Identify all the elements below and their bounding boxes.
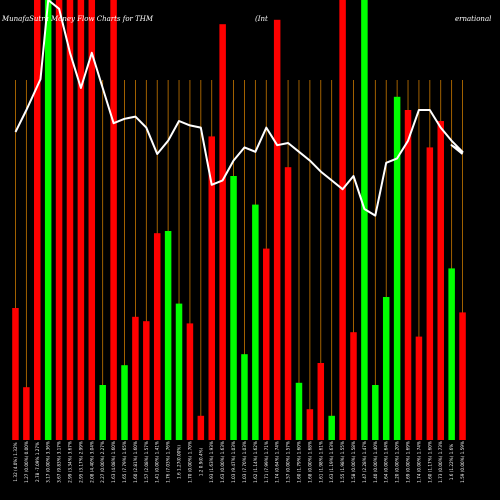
x-tick-label: 1.74 (0.00%) 1.74% (416, 441, 421, 483)
x-tick-label: 1.6 1.27(0.00%) (177, 445, 182, 479)
bar-down (197, 415, 205, 440)
x-tick-label: 2.08 (4.40%) 3.04% (89, 441, 94, 483)
bar-down (110, 0, 117, 440)
x-tick-label: 1.69 (0.00%) 1.69% (406, 441, 411, 483)
bar-up (448, 268, 455, 440)
bar-down (306, 409, 314, 440)
x-tick-label: 2.95 (3.17%) 2.99% (78, 441, 83, 483)
x-tick-label: 1.47 (2.28%) 1.47% (362, 441, 367, 483)
bar-up (252, 204, 259, 440)
x-tick-label: 1.60 (2.81%) 1.60% (133, 441, 138, 483)
bar-down (263, 248, 270, 440)
bar-up (241, 354, 248, 440)
x-tick-label: 1.03 (7.70%) 1.03% (242, 441, 247, 483)
x-tick-label: 2.99 (3.34%) 3.67% (67, 441, 72, 483)
bar-up (99, 385, 106, 440)
chart-title-middle: (Int (255, 15, 268, 23)
x-tick-label: 1.71 (7.99%) 1.71% (264, 441, 269, 483)
chart-title-right: ernational (455, 15, 491, 23)
x-tick-label: 1.64 (0.00%) 1.64% (384, 441, 389, 483)
x-tick-label: 1.62 (1.14%) 1.62% (253, 441, 258, 483)
bar-down (426, 147, 434, 440)
bar-down (339, 0, 346, 440)
bar-down (55, 0, 63, 440)
bar-down (34, 0, 41, 440)
x-tick-label: 1.60 (1.17%) 1.60% (427, 441, 432, 483)
x-tick-label: 1.55 (1.98%) 1.55% (340, 441, 345, 483)
bar-down (317, 363, 325, 440)
bar-up (164, 231, 172, 440)
bar-down (132, 316, 139, 440)
x-tick-labels: 1.32 (4.0%) 1.32% 1.27 (0.00%) 0.00% 2.78 … (13, 441, 465, 483)
x-tick-label: 1.27 (0.00%) 0.00% (24, 441, 29, 483)
x-tick-label: 1.58 (0.00%) 1.58% (351, 441, 356, 483)
x-tick-label: 1.41 (0.00%) 1.41% (155, 441, 160, 483)
x-tick-label: 1.61 (1.98%) 1.61% (318, 441, 323, 483)
bar-down (143, 321, 150, 440)
bar-up (382, 297, 390, 440)
x-tick-label: 1.74 (0.64%) 1.74% (275, 441, 280, 483)
bar-down (23, 387, 30, 440)
bar-down (88, 0, 96, 440)
bar-down (153, 233, 161, 440)
x-tick-label: 1.63 (4.08%) 1.60% (111, 441, 116, 483)
bar-down (77, 0, 85, 440)
bars (12, 0, 466, 441)
bar-up (372, 385, 379, 440)
bar-down (66, 0, 74, 440)
x-tick-label: 1.03 (9.47%) 1.03% (231, 441, 236, 483)
bar-up (121, 365, 128, 440)
x-tick-label: 1.32 (4.0%) 1.32% (13, 442, 18, 481)
x-tick-label: 1.40 (0.00%) 1.40% (373, 441, 378, 483)
x-tick-label: 3.67 (9.83%) 3.17% (57, 441, 62, 483)
x-tick-label: 1.2 0.9(0.4%) (198, 447, 203, 476)
bar-down (12, 308, 19, 440)
bar-down (404, 110, 412, 440)
x-tick-label: 1.59 (0.00%) 1.59% (460, 441, 465, 483)
bar-down (350, 332, 357, 440)
x-tick-label: 1.57 (0.00%) 1.57% (286, 441, 291, 483)
bar-up (175, 303, 183, 440)
x-tick-label: 1.63 (1.19%) 1.63% (329, 441, 334, 483)
x-tick-label: 1.60 (1.79%) 1.60% (296, 441, 301, 483)
x-tick-label: 2.27 (0.00%) 2.27% (100, 441, 105, 483)
x-tick-label: 1.70 (0.00%) 1.70% (187, 441, 192, 483)
x-tick-label: 2.78 -7.09% 1.27% (35, 442, 40, 482)
x-tick-label: 1.93 (1.63%) 1.93% (209, 441, 214, 483)
bar-down (459, 312, 466, 440)
bar-down (437, 121, 444, 440)
x-tick-label: 1.57 (2.08%) 1.57% (144, 441, 149, 483)
bar-up (328, 415, 335, 440)
bar-up (361, 0, 368, 440)
x-tick-label: 1.73 (0.00%) 1.73% (438, 441, 443, 483)
bar-up (230, 176, 237, 440)
bar-down (219, 24, 226, 440)
bar-down (415, 336, 423, 440)
bar-down (284, 167, 292, 440)
x-tick-label: 1.20 (0.00%) 1.20% (395, 441, 400, 483)
bar-down (273, 19, 281, 441)
x-tick-label: 1.76 (7.03%) 1.76% (166, 441, 171, 483)
bar-down (208, 136, 215, 440)
price-line (14, 0, 464, 217)
x-tick-label: 1.63 (0.00%) 1.63% (220, 441, 225, 483)
price-line-layer (14, 0, 464, 217)
bar-up (44, 0, 52, 440)
x-tick-label: 1.68 (0.00%) 1.68% (307, 441, 312, 483)
x-tick-label: 3.17 (0.00%) 3.36% (46, 441, 51, 483)
chart-title-left: MunafaSutra Money Flow Charts for THM (1, 15, 154, 23)
bar-down (186, 323, 194, 440)
bar-up (295, 382, 303, 440)
x-tick-label: 1.65 (7.79%) 1.65% (122, 441, 127, 483)
x-tick-label: 1.6 (1.22%) 1.6% (449, 444, 454, 481)
bar-up (393, 96, 401, 441)
